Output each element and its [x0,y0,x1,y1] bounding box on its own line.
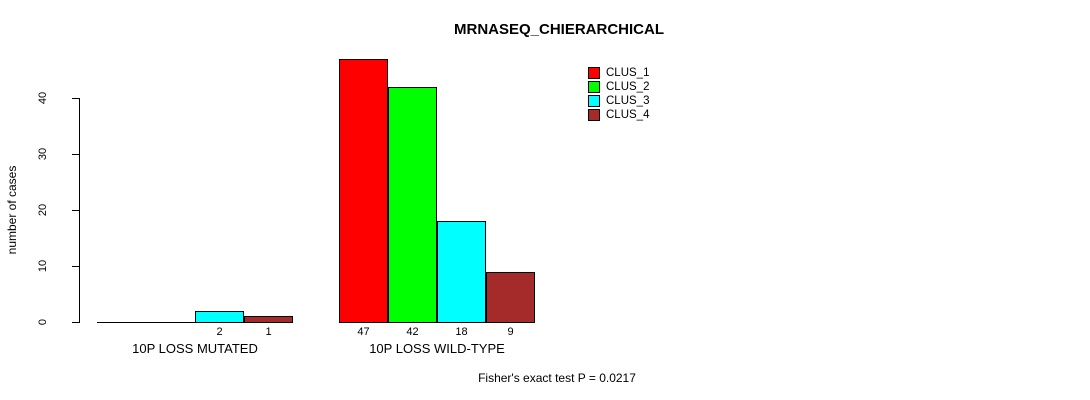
bar-clus_3 [437,221,486,323]
bar-value-label: 1 [265,326,272,338]
legend-item: CLUS_1 [588,66,649,80]
y-tick [72,98,79,99]
legend-swatch-icon [588,95,600,107]
bar-clus_4 [486,271,535,323]
legend-label: CLUS_2 [606,81,650,93]
bar-value-label: 2 [216,326,223,338]
y-tick [72,322,79,323]
bar-clus_4 [244,316,293,323]
y-tick [72,210,79,211]
y-axis-line [79,98,80,323]
y-tick [72,154,79,155]
category-label: 10P LOSS WILD-TYPE [369,341,505,356]
legend-label: CLUS_4 [606,109,650,121]
legend-swatch-icon [588,109,600,121]
legend-label: CLUS_1 [606,67,650,79]
y-tick-label: 30 [37,147,49,161]
bar-value-label: 9 [507,326,514,338]
bar-clus_3 [195,310,244,323]
y-tick-label: 0 [37,318,49,326]
bar-clus_1 [339,58,388,323]
y-tick [72,266,79,267]
legend-label: CLUS_3 [606,95,650,107]
legend-item: CLUS_3 [588,94,649,108]
y-tick-label: 40 [37,91,49,105]
y-axis-label: number of cases [5,165,19,255]
footnote: Fisher's exact test P = 0.0217 [478,371,636,385]
legend-item: CLUS_2 [588,80,649,94]
bar-clus_2 [388,86,437,323]
bar-value-label: 42 [406,326,419,338]
legend-swatch-icon [588,81,600,93]
y-tick-label: 20 [37,203,49,217]
bar-value-label: 47 [357,326,370,338]
legend-item: CLUS_4 [588,108,649,122]
bar-value-label: 18 [455,326,468,338]
legend-swatch-icon [588,67,600,79]
y-tick-label: 10 [37,259,49,273]
legend: CLUS_1 CLUS_2 CLUS_3 CLUS_4 [588,66,649,122]
category-label: 10P LOSS MUTATED [132,341,258,356]
chart-title: MRNASEQ_CHIERARCHICAL [453,21,665,38]
